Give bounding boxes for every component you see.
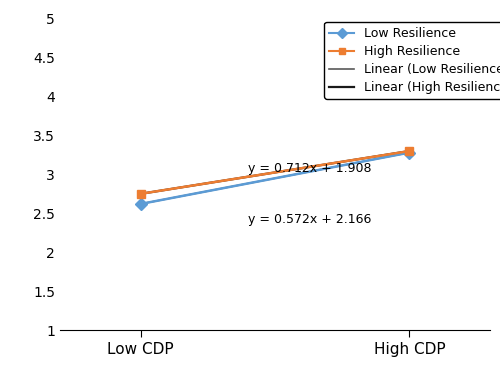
Legend: Low Resilience, High Resilience, Linear (Low Resilience), Linear (High Resilienc: Low Resilience, High Resilience, Linear …: [324, 22, 500, 99]
Text: y = 0.712x + 1.908: y = 0.712x + 1.908: [248, 162, 372, 176]
Text: y = 0.572x + 2.166: y = 0.572x + 2.166: [248, 213, 372, 226]
